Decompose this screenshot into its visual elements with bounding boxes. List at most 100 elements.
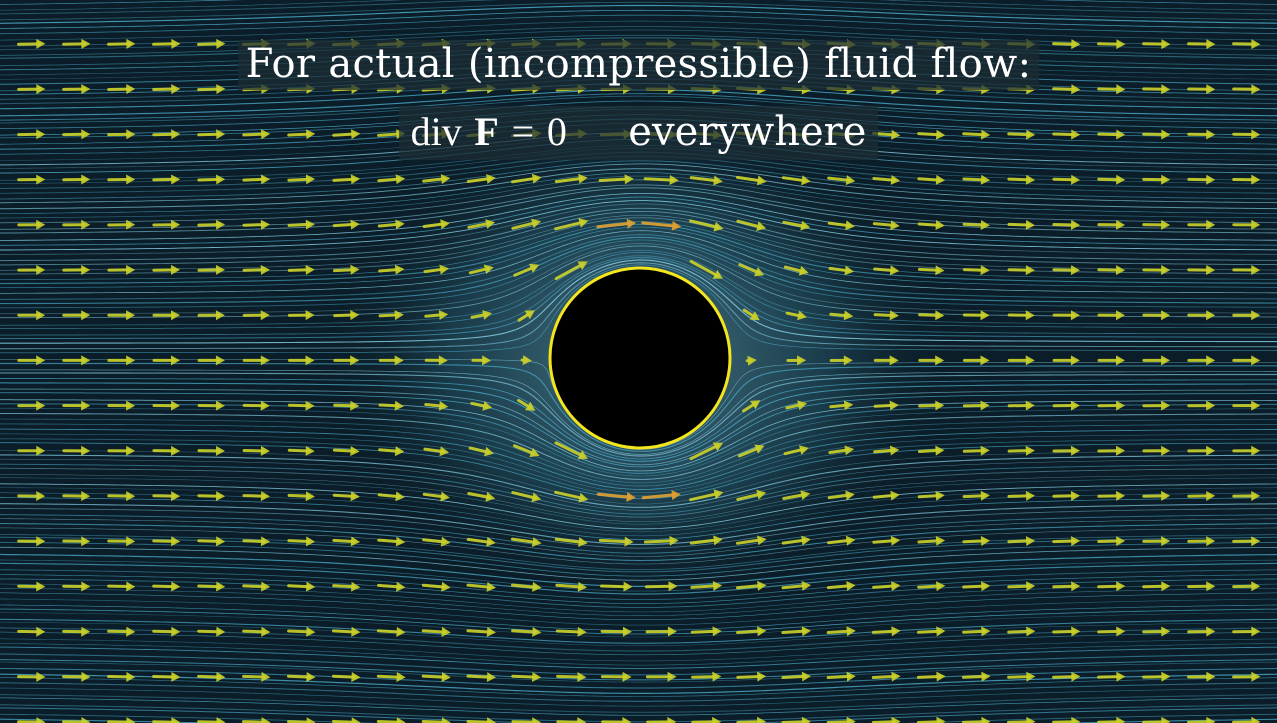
arrow-right-icon [1007,671,1036,682]
arrow-right-icon [829,400,854,411]
arrow-right-icon [17,310,46,321]
arrow-right-icon [554,490,589,503]
arrow-right-icon [62,84,91,95]
arrow-right-icon [423,264,449,275]
arrow-right-icon [422,491,450,502]
streamline [0,243,1277,315]
arrow-right-icon [378,446,405,457]
streamline [0,687,1277,707]
arrow-right-icon [962,671,991,682]
arrow-right-icon [471,355,492,366]
streamline [0,682,1277,702]
arrow-right-icon [601,717,632,723]
arrow-right-icon [1052,129,1081,140]
streamline [0,196,1277,246]
streamline [0,20,1277,41]
arrow-right-icon [332,446,360,456]
arrow-right-icon [152,219,181,230]
arrow-right-icon [242,717,271,723]
arrow-right-icon [1187,716,1216,723]
arrow-right-icon [197,310,225,321]
arrow-right-icon [107,491,136,502]
arrow-right-icon [1097,129,1126,140]
arrow-right-icon [1052,265,1080,276]
arrow-right-icon [962,400,990,411]
arrow-right-icon [742,308,760,321]
arrow-right-icon [781,535,811,546]
streamline [0,661,1277,683]
arrow-right-icon [422,536,451,547]
streamline [0,192,1277,241]
streamline [0,653,1277,676]
arrow-right-icon [62,265,91,275]
streamline [0,518,1277,557]
arrow-right-icon [242,581,271,592]
arrow-right-icon [511,218,542,230]
arrow-right-icon [917,220,945,230]
streamline [0,677,1277,697]
arrow-right-icon [333,264,360,275]
arrow-right-icon [470,310,492,320]
arrow-right-icon [918,445,945,456]
arrow-right-icon [511,626,542,637]
arrow-right-icon [62,491,91,501]
arrow-right-icon [871,716,901,723]
arrow-right-icon [1187,310,1216,321]
streamline [0,621,1277,647]
streamline [0,428,1277,490]
streamline [0,163,1277,204]
streamline [0,214,1277,271]
arrow-right-icon [378,355,404,366]
arrow-right-icon [1142,445,1171,456]
arrow-right-icon [962,265,990,276]
arrow-right-icon [1187,129,1216,140]
arrow-right-icon [1052,671,1081,682]
arrow-right-icon [197,400,225,411]
arrow-right-icon [962,129,991,140]
arrow-right-icon [333,310,360,321]
streamline [0,483,1277,530]
arrow-right-icon [871,671,901,682]
streamline [0,578,1277,608]
arrow-right-icon [152,38,181,49]
arrow-right-icon [17,536,46,547]
streamline [0,362,1277,452]
arrow-right-icon [378,264,405,275]
arrow-right-icon [962,716,991,723]
arrow-right-icon [1052,626,1081,637]
arrow-right-icon [1142,129,1171,140]
arrow-right-icon [1187,626,1216,637]
arrow-right-icon [1187,174,1216,185]
streamline [0,226,1277,289]
arrow-right-icon [962,581,991,592]
arrow-right-icon [107,84,136,95]
arrow-right-icon [554,441,588,460]
arrow-right-icon [287,129,316,140]
arrow-right-icon [287,174,316,185]
arrow-right-icon [690,581,723,591]
arrow-right-icon [736,716,767,723]
streamline [0,559,1277,592]
arrow-right-icon [783,445,809,456]
arrow-right-icon [17,219,46,230]
arrow-right-icon [1007,626,1036,637]
arrow-right-icon [62,400,91,411]
arrow-right-icon [511,672,542,682]
arrow-right-icon [197,219,226,230]
arrow-right-icon [107,129,136,140]
arrow-right-icon [596,492,636,502]
streamline [0,467,1277,518]
zero-value: 0 [546,109,567,154]
arrow-right-icon [916,671,946,682]
streamline [0,95,1277,124]
arrow-right-icon [421,626,451,637]
arrow-right-icon [152,400,180,411]
arrow-right-icon [1142,400,1171,411]
arrow-right-icon [197,536,226,547]
streamline [0,259,1277,344]
arrow-right-icon [872,175,901,185]
arrow-right-icon [736,489,767,501]
arrow-right-icon [963,355,990,366]
streamline [0,378,1277,460]
